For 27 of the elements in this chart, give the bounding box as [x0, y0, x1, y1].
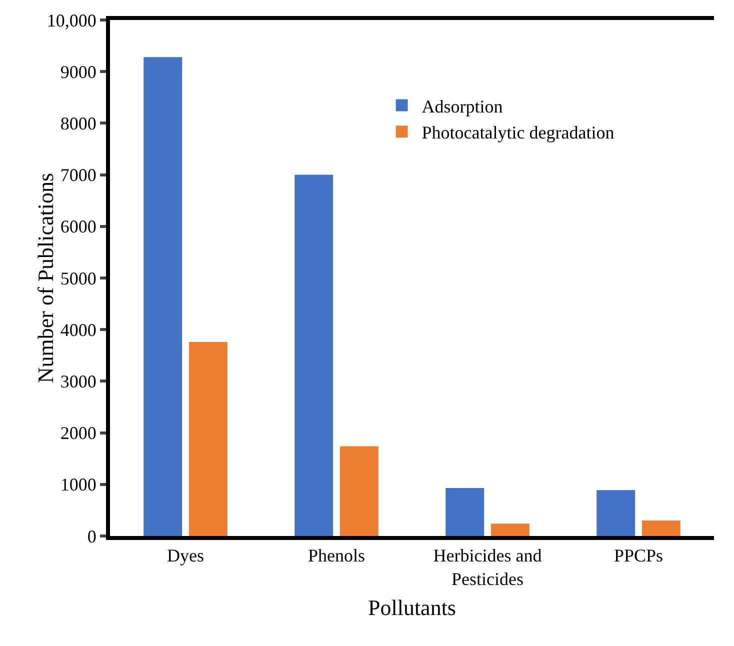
y-tick-label: 8000: [60, 114, 96, 134]
bar: [294, 174, 334, 536]
y-tick-label: 4000: [60, 320, 96, 340]
legend-label: Adsorption: [422, 96, 503, 116]
y-tick-label: 1000: [60, 474, 96, 495]
y-tick-label: 9000: [60, 62, 96, 82]
bar: [446, 488, 484, 536]
y-tick-label: 6000: [60, 216, 96, 237]
bar: [596, 490, 636, 536]
bar: [144, 57, 182, 536]
y-tick-label: 3000: [60, 372, 96, 392]
bar: [642, 520, 680, 536]
bar: [490, 524, 530, 536]
bar: [340, 446, 378, 536]
y-axis-title: Number of Publications: [33, 172, 58, 384]
x-tick-label: Herbicides and Pesticides: [433, 546, 542, 589]
y-tick-label: 5000: [60, 268, 96, 288]
x-tick-label: Phenols: [308, 546, 366, 566]
x-tick-label: Dyes: [167, 546, 204, 566]
bar: [188, 342, 228, 536]
x-axis-title: Pollutants: [368, 595, 456, 620]
y-tick-label: 0: [87, 526, 96, 546]
y-tick-label: 10,000: [46, 10, 96, 30]
y-tick-label: 7000: [60, 165, 96, 186]
legend-label: Photocatalytic degradation: [422, 122, 614, 143]
x-tick-label: PPCPs: [614, 546, 664, 566]
y-tick-label: 2000: [60, 423, 96, 444]
